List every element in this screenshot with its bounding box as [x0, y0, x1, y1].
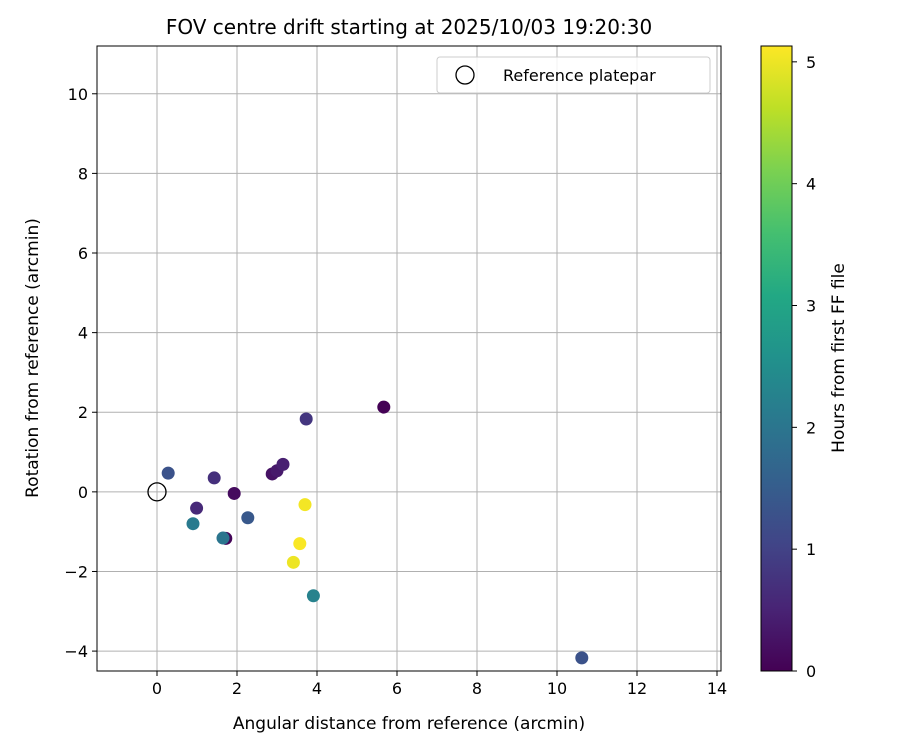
y-tick-label: 6 [78, 244, 88, 263]
colorbar-tick-label: 3 [806, 297, 816, 316]
y-tick-label: −4 [64, 642, 88, 661]
colorbar-tick-label: 2 [806, 418, 816, 437]
plot-frame [96, 45, 722, 672]
colorbar-tick-label: 4 [806, 175, 816, 194]
legend-entry-reference: Reference platepar [503, 66, 656, 85]
data-point [306, 589, 320, 603]
y-axis: −4 −2 0 2 4 6 8 10 [64, 85, 97, 661]
y-tick-label: 8 [78, 164, 88, 183]
y-tick-label: 4 [78, 324, 88, 343]
data-point [299, 412, 313, 426]
data-point [216, 531, 230, 545]
x-tick-label: 10 [547, 679, 567, 698]
data-point [293, 537, 307, 551]
y-tick-label: −2 [64, 562, 88, 581]
data-point [298, 498, 312, 512]
data-point [227, 486, 241, 500]
data-point [575, 651, 589, 665]
y-tick-label: 10 [68, 85, 88, 104]
colorbar-tick-label: 5 [806, 53, 816, 72]
legend: Reference platepar [436, 56, 711, 94]
data-point [276, 457, 290, 471]
x-tick-label: 2 [232, 679, 242, 698]
chart-title: FOV centre drift starting at 2025/10/03 … [166, 15, 652, 39]
data-point [377, 400, 391, 414]
colorbar-tick-label: 1 [806, 540, 816, 559]
x-tick-label: 6 [392, 679, 402, 698]
plot-grid [97, 46, 721, 671]
colorbar-tick-label: 0 [806, 662, 816, 681]
data-points [147, 400, 589, 665]
colorbar-ticks: 0 1 2 3 4 5 [792, 53, 816, 681]
data-point [241, 511, 255, 525]
legend-box [436, 56, 711, 94]
x-tick-label: 4 [312, 679, 322, 698]
y-axis-label: Rotation from reference (arcmin) [23, 218, 43, 498]
x-axis: 0 2 4 6 8 10 12 14 [152, 671, 727, 698]
legend-reference-marker [455, 65, 475, 85]
data-point [161, 466, 175, 480]
data-point [190, 501, 204, 515]
x-tick-label: 12 [627, 679, 647, 698]
x-tick-label: 14 [707, 679, 727, 698]
data-point [186, 517, 200, 531]
data-point [286, 555, 300, 569]
data-point [207, 471, 221, 485]
reference-point-marker [147, 482, 167, 502]
y-tick-label: 2 [78, 403, 88, 422]
colorbar-gradient [760, 45, 793, 672]
x-axis-label: Angular distance from reference (arcmin) [233, 714, 585, 734]
colorbar: 0 1 2 3 4 5 Hours from first FF file [760, 45, 849, 681]
colorbar-label: Hours from first FF file [829, 263, 849, 453]
y-tick-label: 0 [78, 483, 88, 502]
x-tick-label: 8 [472, 679, 482, 698]
x-tick-label: 0 [152, 679, 162, 698]
